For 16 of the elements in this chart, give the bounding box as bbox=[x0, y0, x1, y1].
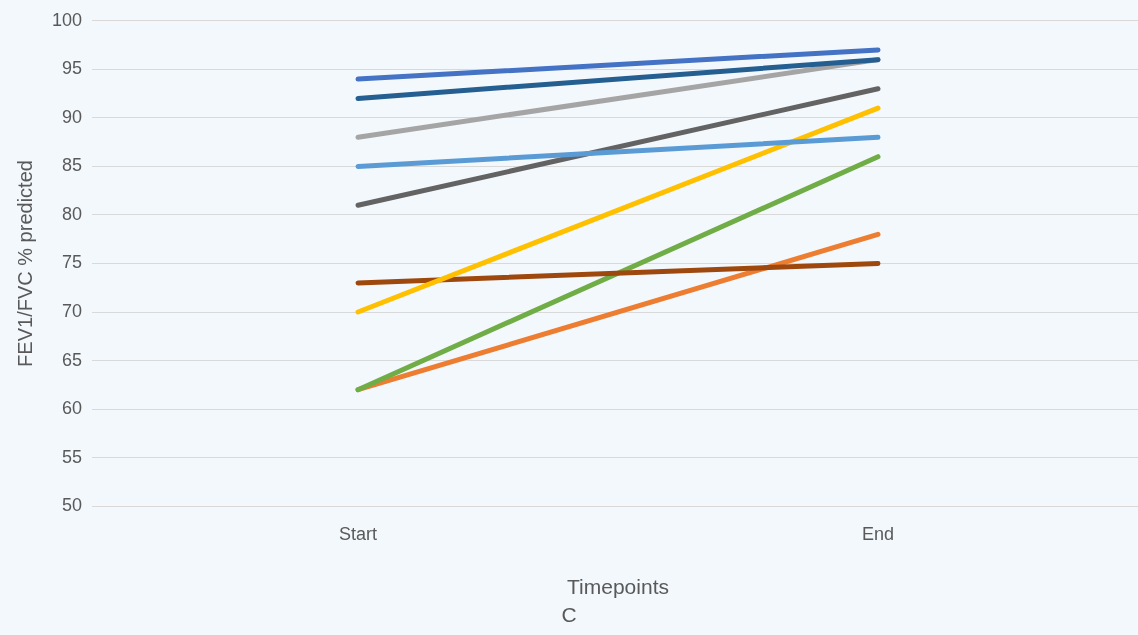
y-tick-label: 85 bbox=[62, 155, 83, 176]
y-tick-label: 75 bbox=[62, 252, 83, 273]
x-tick-label: Start bbox=[339, 523, 378, 544]
y-tick-label: 55 bbox=[62, 446, 83, 467]
x-tick-label: End bbox=[861, 523, 895, 544]
y-tick-label: 70 bbox=[62, 301, 83, 322]
y-axis-title: FEV1/FVC % predicted bbox=[13, 160, 36, 367]
y-tick-label: 80 bbox=[62, 203, 83, 224]
y-tick-label: 100 bbox=[51, 9, 83, 30]
x-axis-title: Timepoints bbox=[567, 575, 669, 599]
y-tick-label: 90 bbox=[62, 106, 83, 127]
y-tick-label: 50 bbox=[62, 495, 83, 516]
y-tick-label: 60 bbox=[62, 398, 83, 419]
y-tick-label: 65 bbox=[62, 349, 83, 370]
y-tick-label: 95 bbox=[62, 58, 83, 79]
text: C bbox=[561, 603, 577, 626]
